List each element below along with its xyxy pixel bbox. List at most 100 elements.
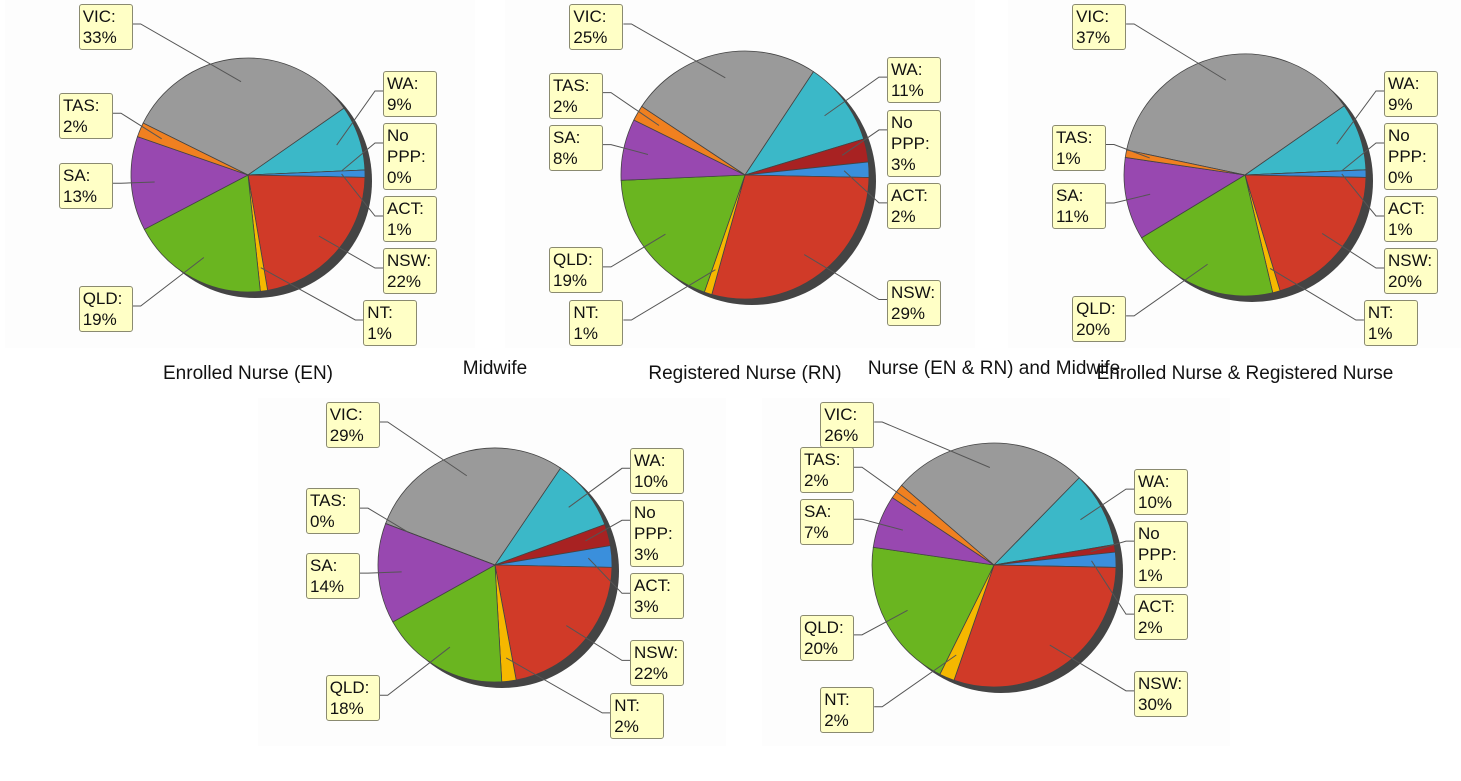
chart-panel: VIC: 26% WA: 10% No PPP: 1% ACT: 2% NSW: 30%…	[762, 398, 1230, 746]
leader-line	[1049, 644, 1134, 692]
label-category: TAS:	[1056, 127, 1093, 147]
data-label: VIC: 29%	[325, 402, 380, 448]
pie-slice	[1141, 174, 1274, 297]
label-value: 20%	[804, 638, 839, 658]
leader-line	[1269, 268, 1364, 321]
label-value: 37%	[1076, 28, 1111, 47]
leader-line	[874, 421, 991, 468]
data-label: WA: 9%	[383, 71, 437, 117]
pie-slice	[493, 467, 606, 566]
leader-line	[341, 142, 383, 172]
data-label: VIC: 37%	[1072, 4, 1127, 50]
label-value: 9%	[387, 95, 412, 114]
label-category: QLD:	[329, 678, 370, 698]
label-value: 10%	[634, 472, 669, 492]
pie-chart	[113, 23, 383, 321]
chart-panel: VIC: 25% WA: 11% No PPP: 3% ACT: 2% NSW: 29%…	[505, 0, 975, 348]
data-label: SA: 7%	[800, 499, 854, 546]
leader-line	[113, 181, 155, 184]
label-category: No PPP:	[1388, 126, 1427, 166]
data-label: TAS: 2%	[549, 72, 603, 119]
leader-line	[841, 129, 887, 156]
label-value: 11%	[1056, 206, 1089, 226]
leader-line	[1341, 173, 1384, 217]
label-value: 22%	[387, 272, 422, 291]
data-label: NSW: 20%	[1384, 248, 1438, 294]
chart-panel: VIC: 33% WA: 9% No PPP: 0% ACT: 1% NSW: 22% N…	[5, 0, 475, 348]
pie-slice	[142, 57, 345, 176]
data-label: ACT: 1%	[383, 196, 437, 242]
leader-line	[1336, 90, 1384, 145]
label-value: 9%	[1388, 95, 1413, 114]
leader-line	[341, 173, 383, 217]
leader-line	[379, 421, 468, 477]
label-value: 2%	[891, 206, 916, 226]
pie-slice	[385, 447, 562, 566]
label-category: VIC:	[573, 7, 607, 26]
pie-slice	[143, 174, 261, 293]
label-category: No PPP:	[1138, 524, 1177, 565]
leader-line	[260, 267, 364, 321]
leader-line	[854, 518, 903, 531]
leader-line	[1321, 233, 1384, 269]
pie-slice	[392, 564, 503, 683]
pie-slice	[247, 174, 366, 291]
label-value: 2%	[63, 117, 88, 137]
label-value: 29%	[329, 426, 364, 445]
leader-line	[360, 507, 408, 533]
chart-panel: VIC: 29% WA: 10% No PPP: 3% ACT: 3% NSW: 22%…	[258, 398, 726, 746]
label-category: No PPP:	[387, 126, 426, 166]
data-label: ACT: 2%	[1134, 594, 1188, 641]
data-label: ACT: 2%	[887, 182, 941, 229]
data-label: TAS: 1%	[1052, 124, 1106, 171]
label-value: 14%	[310, 577, 345, 597]
pie-slice	[385, 523, 496, 566]
label-category: NSW:	[1138, 673, 1183, 693]
label-category: TAS:	[310, 491, 347, 511]
leader-line	[505, 657, 611, 714]
leader-line	[379, 646, 451, 696]
chart-title: Midwife	[462, 358, 528, 379]
data-label: TAS: 2%	[59, 93, 113, 140]
leader-line	[318, 235, 383, 269]
label-category: WA:	[1388, 74, 1420, 93]
chart-title: Enrolled Nurse (EN)	[163, 363, 333, 384]
label-value: 33%	[82, 28, 117, 47]
label-value: 1%	[1138, 566, 1163, 586]
leader-line	[1080, 488, 1134, 521]
label-category: QLD:	[804, 617, 844, 637]
leader-line	[568, 467, 630, 508]
label-category: ACT:	[1138, 597, 1175, 617]
label-value: 30%	[1138, 694, 1173, 714]
label-value: 3%	[634, 597, 659, 617]
label-category: NT:	[367, 303, 393, 322]
label-category: QLD:	[82, 289, 123, 309]
label-category: No PPP:	[891, 112, 930, 153]
leader-line	[854, 466, 917, 507]
leader-line	[1090, 540, 1134, 553]
label-value: 1%	[367, 324, 392, 343]
label-value: 11%	[891, 81, 924, 101]
data-label: SA: 14%	[306, 553, 360, 600]
data-label: NSW: 22%	[630, 640, 684, 687]
label-category: ACT:	[634, 576, 671, 596]
leader-line	[623, 269, 716, 321]
label-value: 25%	[573, 28, 608, 47]
leader-line	[824, 76, 887, 117]
label-value: 18%	[329, 699, 364, 719]
label-category: VIC:	[824, 405, 858, 424]
leader-line	[874, 654, 957, 708]
leader-line	[803, 254, 887, 301]
label-category: QLD:	[1076, 298, 1116, 318]
label-value: 7%	[804, 523, 829, 543]
label-category: WA:	[1138, 472, 1170, 492]
data-label: TAS: 0%	[306, 488, 360, 535]
leader-line	[587, 557, 630, 594]
label-category: TAS:	[553, 75, 590, 95]
label-value: 1%	[1056, 148, 1081, 168]
pie-slice	[130, 136, 250, 230]
data-label: NT: 2%	[610, 692, 665, 739]
data-label: No PPP: 3%	[887, 109, 941, 177]
data-label: QLD: 18%	[325, 675, 380, 722]
